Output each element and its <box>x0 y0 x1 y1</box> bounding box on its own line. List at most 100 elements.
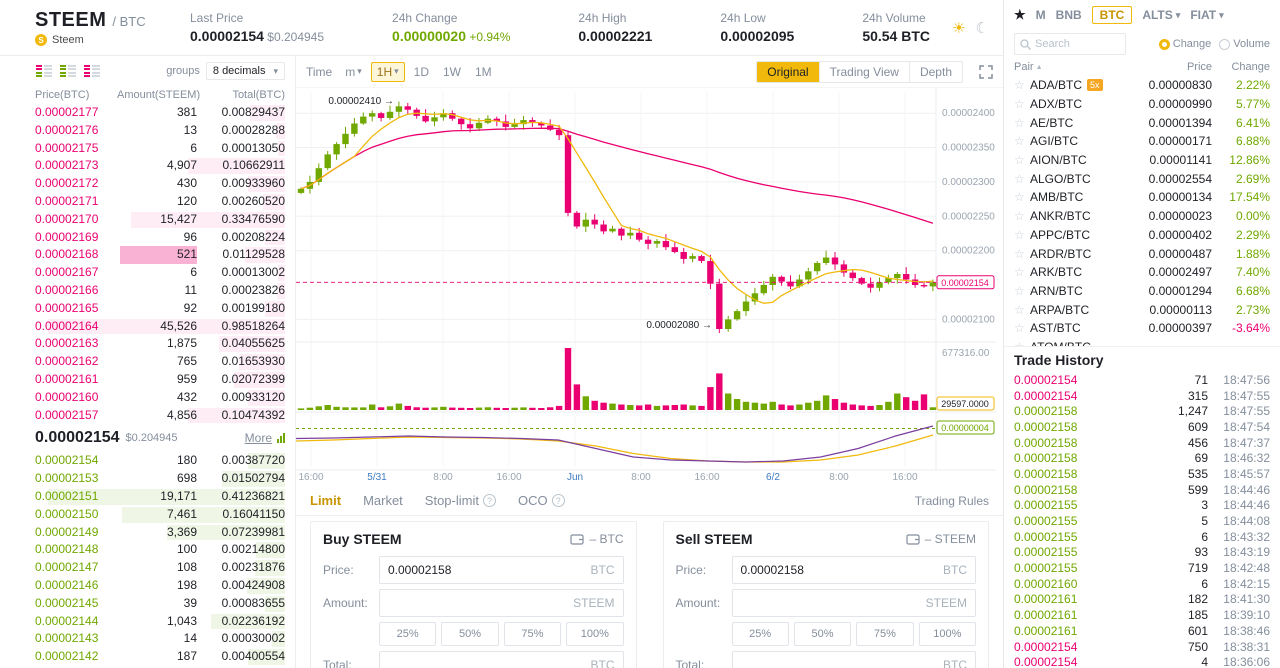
order-book-row[interactable]: 0.00002168 521 0.01129528 <box>35 246 285 265</box>
market-pair-row[interactable]: ☆ATOM/BTC <box>1004 338 1280 346</box>
market-tab-btc[interactable]: BTC <box>1091 6 1133 24</box>
order-book-row[interactable]: 0.00002149 3,369 0.07239981 <box>35 524 285 542</box>
order-tab-market[interactable]: Market <box>363 493 403 508</box>
percent-100-button[interactable]: 100% <box>566 622 624 646</box>
order-book-bids-icon[interactable] <box>59 64 77 78</box>
more-link[interactable]: More <box>244 431 272 446</box>
order-book-row[interactable]: 0.00002164 45,526 0.98518264 <box>35 318 285 336</box>
radio-volume[interactable]: Volume <box>1219 38 1270 50</box>
favorite-star-icon[interactable]: ☆ <box>1014 171 1025 186</box>
sell-total-input[interactable] <box>740 658 943 668</box>
order-book-row[interactable]: 0.00002169 96 0.00208224 <box>35 229 285 247</box>
col-pair-price[interactable]: Price <box>1186 61 1212 73</box>
order-book-row[interactable]: 0.00002157 4,856 0.10474392 <box>35 407 285 425</box>
market-pair-row[interactable]: ☆ AGI/BTC 0.00000171 6.88% <box>1004 132 1280 151</box>
order-book-row[interactable]: 0.00002151 19,171 0.41236821 <box>35 488 285 506</box>
radio-change[interactable]: Change <box>1158 38 1211 50</box>
decimals-dropdown[interactable]: 8 decimals ▾ <box>205 62 285 80</box>
favorite-star-icon[interactable]: ☆ <box>1014 115 1025 130</box>
order-book-row[interactable]: 0.00002166 11 0.00023826 <box>35 282 285 300</box>
percent-75-button[interactable]: 75% <box>856 622 914 646</box>
favorites-star-icon[interactable]: ★ <box>1014 7 1026 22</box>
favorite-star-icon[interactable]: ☆ <box>1014 283 1025 298</box>
market-pair-row[interactable]: ☆ ALGO/BTC 0.00002554 2.69% <box>1004 169 1280 188</box>
buy-total-input[interactable] <box>388 658 591 668</box>
view-tab-trading-view[interactable]: Trading View <box>818 61 909 82</box>
view-tab-depth[interactable]: Depth <box>908 61 962 82</box>
market-tab-m[interactable]: M <box>1035 8 1046 22</box>
market-pair-row[interactable]: ☆ AMB/BTC 0.00000134 17.54% <box>1004 188 1280 207</box>
order-tab-oco[interactable]: OCO? <box>518 493 565 508</box>
order-book-row[interactable]: 0.00002150 7,461 0.16041150 <box>35 506 285 524</box>
favorite-star-icon[interactable]: ☆ <box>1014 265 1025 280</box>
favorite-star-icon[interactable]: ☆ <box>1014 97 1025 112</box>
order-book-row[interactable]: 0.00002167 6 0.00013002 <box>35 264 285 282</box>
order-book-row[interactable]: 0.00002162 765 0.01653930 <box>35 353 285 371</box>
market-pair-row[interactable]: ☆ ADX/BTC 0.00000990 5.77% <box>1004 95 1280 114</box>
view-tab-original[interactable]: Original <box>757 61 819 82</box>
percent-50-button[interactable]: 50% <box>441 622 499 646</box>
order-book-row[interactable]: 0.00002144 1,043 0.02236192 <box>35 613 285 631</box>
fullscreen-icon[interactable] <box>979 64 993 79</box>
order-book-both-icon[interactable] <box>35 64 53 78</box>
order-tab-limit[interactable]: Limit <box>310 493 342 508</box>
percent-25-button[interactable]: 25% <box>379 622 437 646</box>
order-book-asks-icon[interactable] <box>83 64 101 78</box>
percent-50-button[interactable]: 50% <box>793 622 852 646</box>
favorite-star-icon[interactable]: ☆ <box>1014 134 1025 149</box>
search-input[interactable] <box>1035 38 1115 50</box>
order-book-row[interactable]: 0.00002175 6 0.00013050 <box>35 140 285 158</box>
market-pair-row[interactable]: ☆ APPC/BTC 0.00000402 2.29% <box>1004 226 1280 245</box>
order-book-row[interactable]: 0.00002154 180 0.00387720 <box>35 452 285 470</box>
order-book-row[interactable]: 0.00002145 39 0.00083655 <box>35 595 285 613</box>
order-book-row[interactable]: 0.00002173 4,907 0.10662911 <box>35 157 285 175</box>
market-pair-row[interactable]: ☆ ADA/BTC 5x 0.00000830 2.22% <box>1004 76 1280 95</box>
order-book-row[interactable]: 0.00002147 108 0.00231876 <box>35 559 285 577</box>
favorite-star-icon[interactable]: ☆ <box>1014 321 1025 336</box>
buy-amount-input[interactable] <box>388 596 574 610</box>
interval-1m-button[interactable]: 1M <box>474 64 492 79</box>
favorite-star-icon[interactable]: ☆ <box>1014 190 1025 205</box>
percent-75-button[interactable]: 75% <box>503 622 562 646</box>
dark-theme-icon[interactable]: ☾ <box>975 19 989 37</box>
col-pair-change[interactable]: Change <box>1231 61 1270 73</box>
help-icon[interactable]: ? <box>551 494 565 507</box>
market-pair-row[interactable]: ☆ ARDR/BTC 0.00000487 1.88% <box>1004 244 1280 263</box>
favorite-star-icon[interactable]: ☆ <box>1014 246 1025 261</box>
interval-1w-button[interactable]: 1W <box>442 64 461 79</box>
favorite-star-icon[interactable]: ☆ <box>1014 340 1030 346</box>
market-tab-bnb[interactable]: BNB <box>1055 8 1082 22</box>
trading-rules-link[interactable]: Trading Rules <box>914 493 989 508</box>
order-book-row[interactable]: 0.00002163 1,875 0.04055625 <box>35 335 285 353</box>
favorite-star-icon[interactable]: ☆ <box>1014 153 1025 168</box>
buy-price-input[interactable] <box>388 563 591 577</box>
market-pair-row[interactable]: ☆ AE/BTC 0.00001394 6.41% <box>1004 113 1280 132</box>
order-book-row[interactable]: 0.00002148 100 0.00214800 <box>35 541 285 559</box>
order-book-row[interactable]: 0.00002161 959 0.02072399 <box>35 371 285 389</box>
interval-1d-button[interactable]: 1D <box>413 64 429 79</box>
col-pair[interactable]: Pair <box>1014 61 1034 73</box>
percent-25-button[interactable]: 25% <box>731 622 789 646</box>
order-book-row[interactable]: 0.00002177 381 0.00829437 <box>35 104 285 122</box>
market-pair-row[interactable]: ☆ AION/BTC 0.00001141 12.86% <box>1004 151 1280 170</box>
favorite-star-icon[interactable]: ☆ <box>1014 302 1025 317</box>
light-theme-icon[interactable]: ☀ <box>952 19 966 37</box>
interval-m-button[interactable]: m ▾ <box>345 64 362 79</box>
market-pair-row[interactable]: ☆ ARK/BTC 0.00002497 7.40% <box>1004 263 1280 282</box>
market-pair-row[interactable]: ☆ AST/BTC 0.00000397 -3.64% <box>1004 319 1280 338</box>
help-icon[interactable]: ? <box>482 494 496 507</box>
order-book-row[interactable]: 0.00002153 698 0.01502794 <box>35 470 285 488</box>
market-tab-alts[interactable]: ALTS ▾ <box>1142 8 1181 22</box>
order-book-row[interactable]: 0.00002160 432 0.00933120 <box>35 389 285 407</box>
interval-1h-button[interactable]: 1H ▾ <box>370 61 405 82</box>
percent-100-button[interactable]: 100% <box>918 622 976 646</box>
sell-price-input[interactable] <box>740 563 943 577</box>
order-book-row[interactable]: 0.00002176 13 0.00028288 <box>35 122 285 140</box>
favorite-star-icon[interactable]: ☆ <box>1014 209 1025 224</box>
favorite-star-icon[interactable]: ☆ <box>1014 78 1025 93</box>
order-book-row[interactable]: 0.00002170 15,427 0.33476590 <box>35 211 285 229</box>
order-book-row[interactable]: 0.00002146 198 0.00424908 <box>35 577 285 595</box>
order-tab-stop-limit[interactable]: Stop-limit? <box>425 493 496 508</box>
sell-amount-input[interactable] <box>740 596 926 610</box>
order-book-row[interactable]: 0.00002172 430 0.00933960 <box>35 175 285 193</box>
